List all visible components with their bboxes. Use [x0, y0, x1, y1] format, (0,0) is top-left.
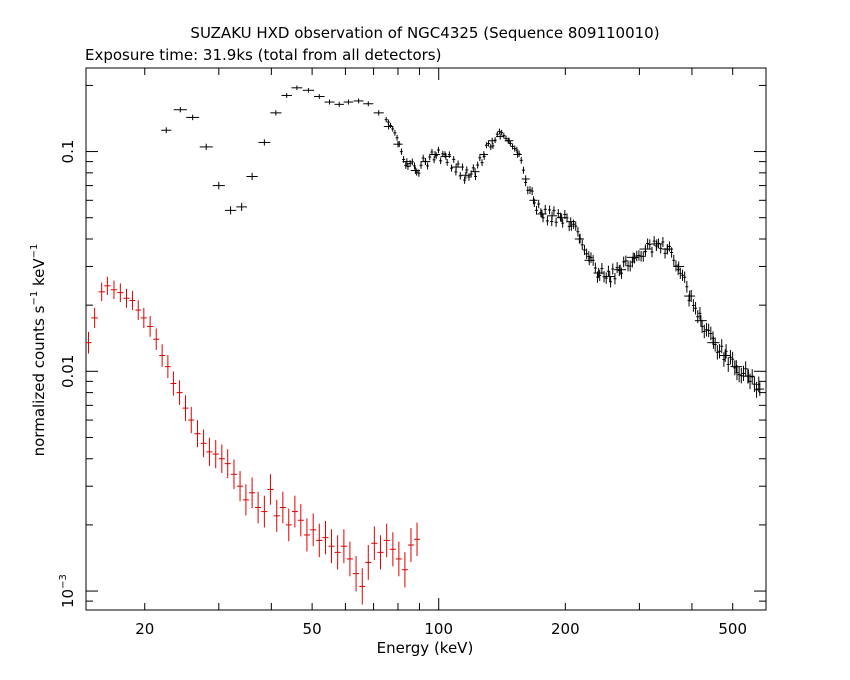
y-axis-label-sup1: −1	[29, 291, 40, 306]
y-axis-label: normalized counts s−1 keV−1	[29, 244, 48, 457]
series-0	[161, 85, 765, 398]
x-tick-label: 500	[718, 620, 747, 638]
y-axis-label-main: normalized counts s	[30, 305, 48, 456]
y-tick-label: 0.1	[59, 140, 77, 164]
x-tick-label: 50	[303, 620, 322, 638]
y-axis-label-sup2: −1	[29, 244, 40, 259]
series-1	[85, 276, 421, 605]
x-tick-label: 20	[135, 620, 154, 638]
y-axis-label-mid: keV	[30, 258, 48, 291]
data-series	[85, 85, 765, 605]
x-tick-label: 200	[551, 620, 580, 638]
x-axis-label: Energy (keV)	[377, 639, 474, 657]
chart-title: SUZAKU HXD observation of NGC4325 (Seque…	[190, 24, 659, 42]
x-tick-label: 100	[424, 620, 453, 638]
y-tick-label: 10−3	[58, 574, 77, 608]
axis-tick-labels: 20 50 100 200 500 0.1 0.01 10−3	[58, 140, 747, 638]
axis-ticks	[86, 68, 767, 610]
y-tick-label: 0.01	[59, 355, 77, 388]
chart-subtitle: Exposure time: 31.9ks (total from all de…	[85, 46, 441, 64]
plot-frame	[85, 67, 767, 611]
